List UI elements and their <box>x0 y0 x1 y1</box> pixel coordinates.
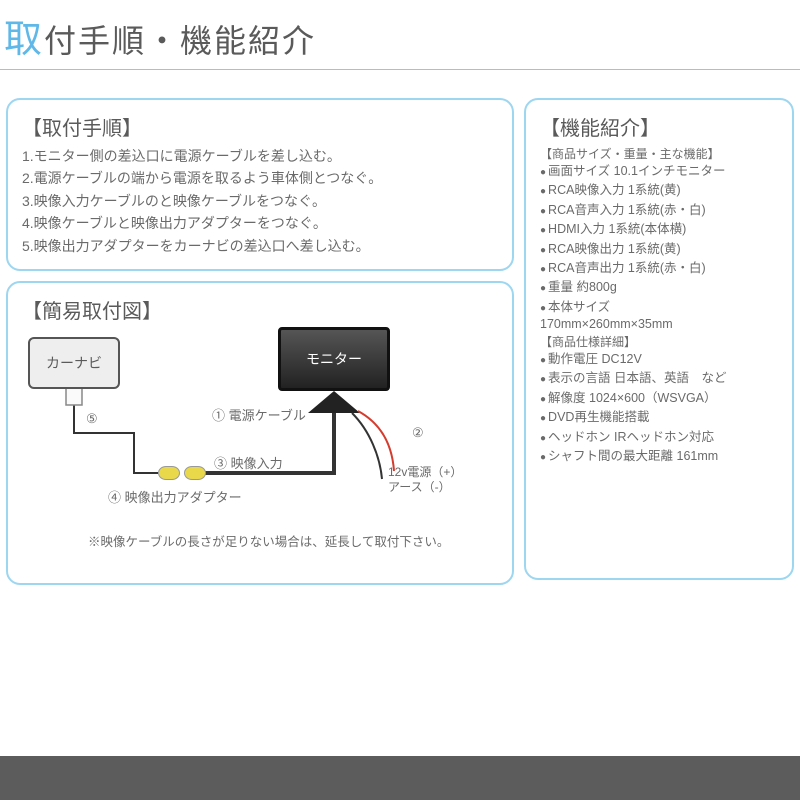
step-item: 1.モニター側の差込口に電源ケーブルを差し込む。 <box>22 145 498 167</box>
spec-item: HDMI入力 1系統(本体横) <box>540 220 778 239</box>
diagram-label-5: ⑤ <box>86 411 98 427</box>
spec-item: シャフト間の最大距離 161mm <box>540 447 778 466</box>
step-item: 3.映像入力ケーブルのと映像ケーブルをつなぐ。 <box>22 190 498 212</box>
features-panel: 【機能紹介】 【商品サイズ・重量・主な機能】 画面サイズ 10.1インチモニター… <box>524 98 794 580</box>
spec-item: RCA音声入力 1系統(赤・白) <box>540 201 778 220</box>
diagram-label-1: ① 電源ケーブル <box>212 405 306 424</box>
step-item: 2.電源ケーブルの端から電源を取るよう車体側とつなぐ。 <box>22 167 498 189</box>
spec-item: 重量 約800g <box>540 278 778 297</box>
step-item: 5.映像出力アダプターをカーナビの差込口へ差し込む。 <box>22 235 498 257</box>
monitor-box: モニター <box>278 327 390 391</box>
install-panel: 【取付手順】 1.モニター側の差込口に電源ケーブルを差し込む。 2.電源ケーブル… <box>6 98 514 271</box>
spec-list-1: 画面サイズ 10.1インチモニター RCA映像入力 1系統(黄) RCA音声入力… <box>540 162 778 317</box>
spec-item: 表示の言語 日本語、英語 など <box>540 369 778 388</box>
spec-item: 本体サイズ <box>540 298 778 317</box>
connector-icon <box>184 466 206 480</box>
spec-item: 画面サイズ 10.1インチモニター <box>540 162 778 181</box>
ground-label: アース（-） <box>388 478 451 495</box>
spec-item: RCA映像入力 1系統(黄) <box>540 181 778 200</box>
connector-icon <box>158 466 180 480</box>
spec-item: RCA音声出力 1系統(赤・白) <box>540 259 778 278</box>
diagram-panel: 【簡易取付図】 カーナビ モニター ⑤ ① 電源ケーブ <box>6 281 514 585</box>
spec-item: 動作電圧 DC12V <box>540 350 778 369</box>
install-steps: 1.モニター側の差込口に電源ケーブルを差し込む。 2.電源ケーブルの端から電源を… <box>22 145 498 257</box>
spec-subheading-2: 【商品仕様詳細】 <box>540 333 778 350</box>
diagram-label-3: ③ 映像入力 <box>214 453 283 472</box>
step-item: 4.映像ケーブルと映像出力アダプターをつなぐ。 <box>22 212 498 234</box>
size-line: 170mm×260mm×35mm <box>540 317 778 331</box>
title-rest: 付手順・機能紹介 <box>44 23 316 59</box>
diagram-label-2: ② <box>412 425 424 441</box>
spec-list-2: 動作電圧 DC12V 表示の言語 日本語、英語 など 解像度 1024×600（… <box>540 350 778 466</box>
page-title: 取付手順・機能紹介 <box>0 0 800 70</box>
diagram-heading: 【簡易取付図】 <box>22 295 498 324</box>
diagram-note: ※映像ケーブルの長さが足りない場合は、延長して取付下さい。 <box>88 531 449 550</box>
spec-item: ヘッドホン IRヘッドホン対応 <box>540 428 778 447</box>
title-accent: 取 <box>4 19 44 61</box>
install-heading: 【取付手順】 <box>22 112 498 141</box>
spec-subheading-1: 【商品サイズ・重量・主な機能】 <box>540 145 778 162</box>
spec-item: RCA映像出力 1系統(黄) <box>540 240 778 259</box>
spec-item: DVD再生機能搭載 <box>540 408 778 427</box>
features-heading: 【機能紹介】 <box>540 112 778 141</box>
navi-box: カーナビ <box>28 337 120 389</box>
diagram-label-4: ④ 映像出力アダプター <box>108 487 242 506</box>
bottom-bar <box>0 756 800 800</box>
spec-item: 解像度 1024×600（WSVGA） <box>540 389 778 408</box>
